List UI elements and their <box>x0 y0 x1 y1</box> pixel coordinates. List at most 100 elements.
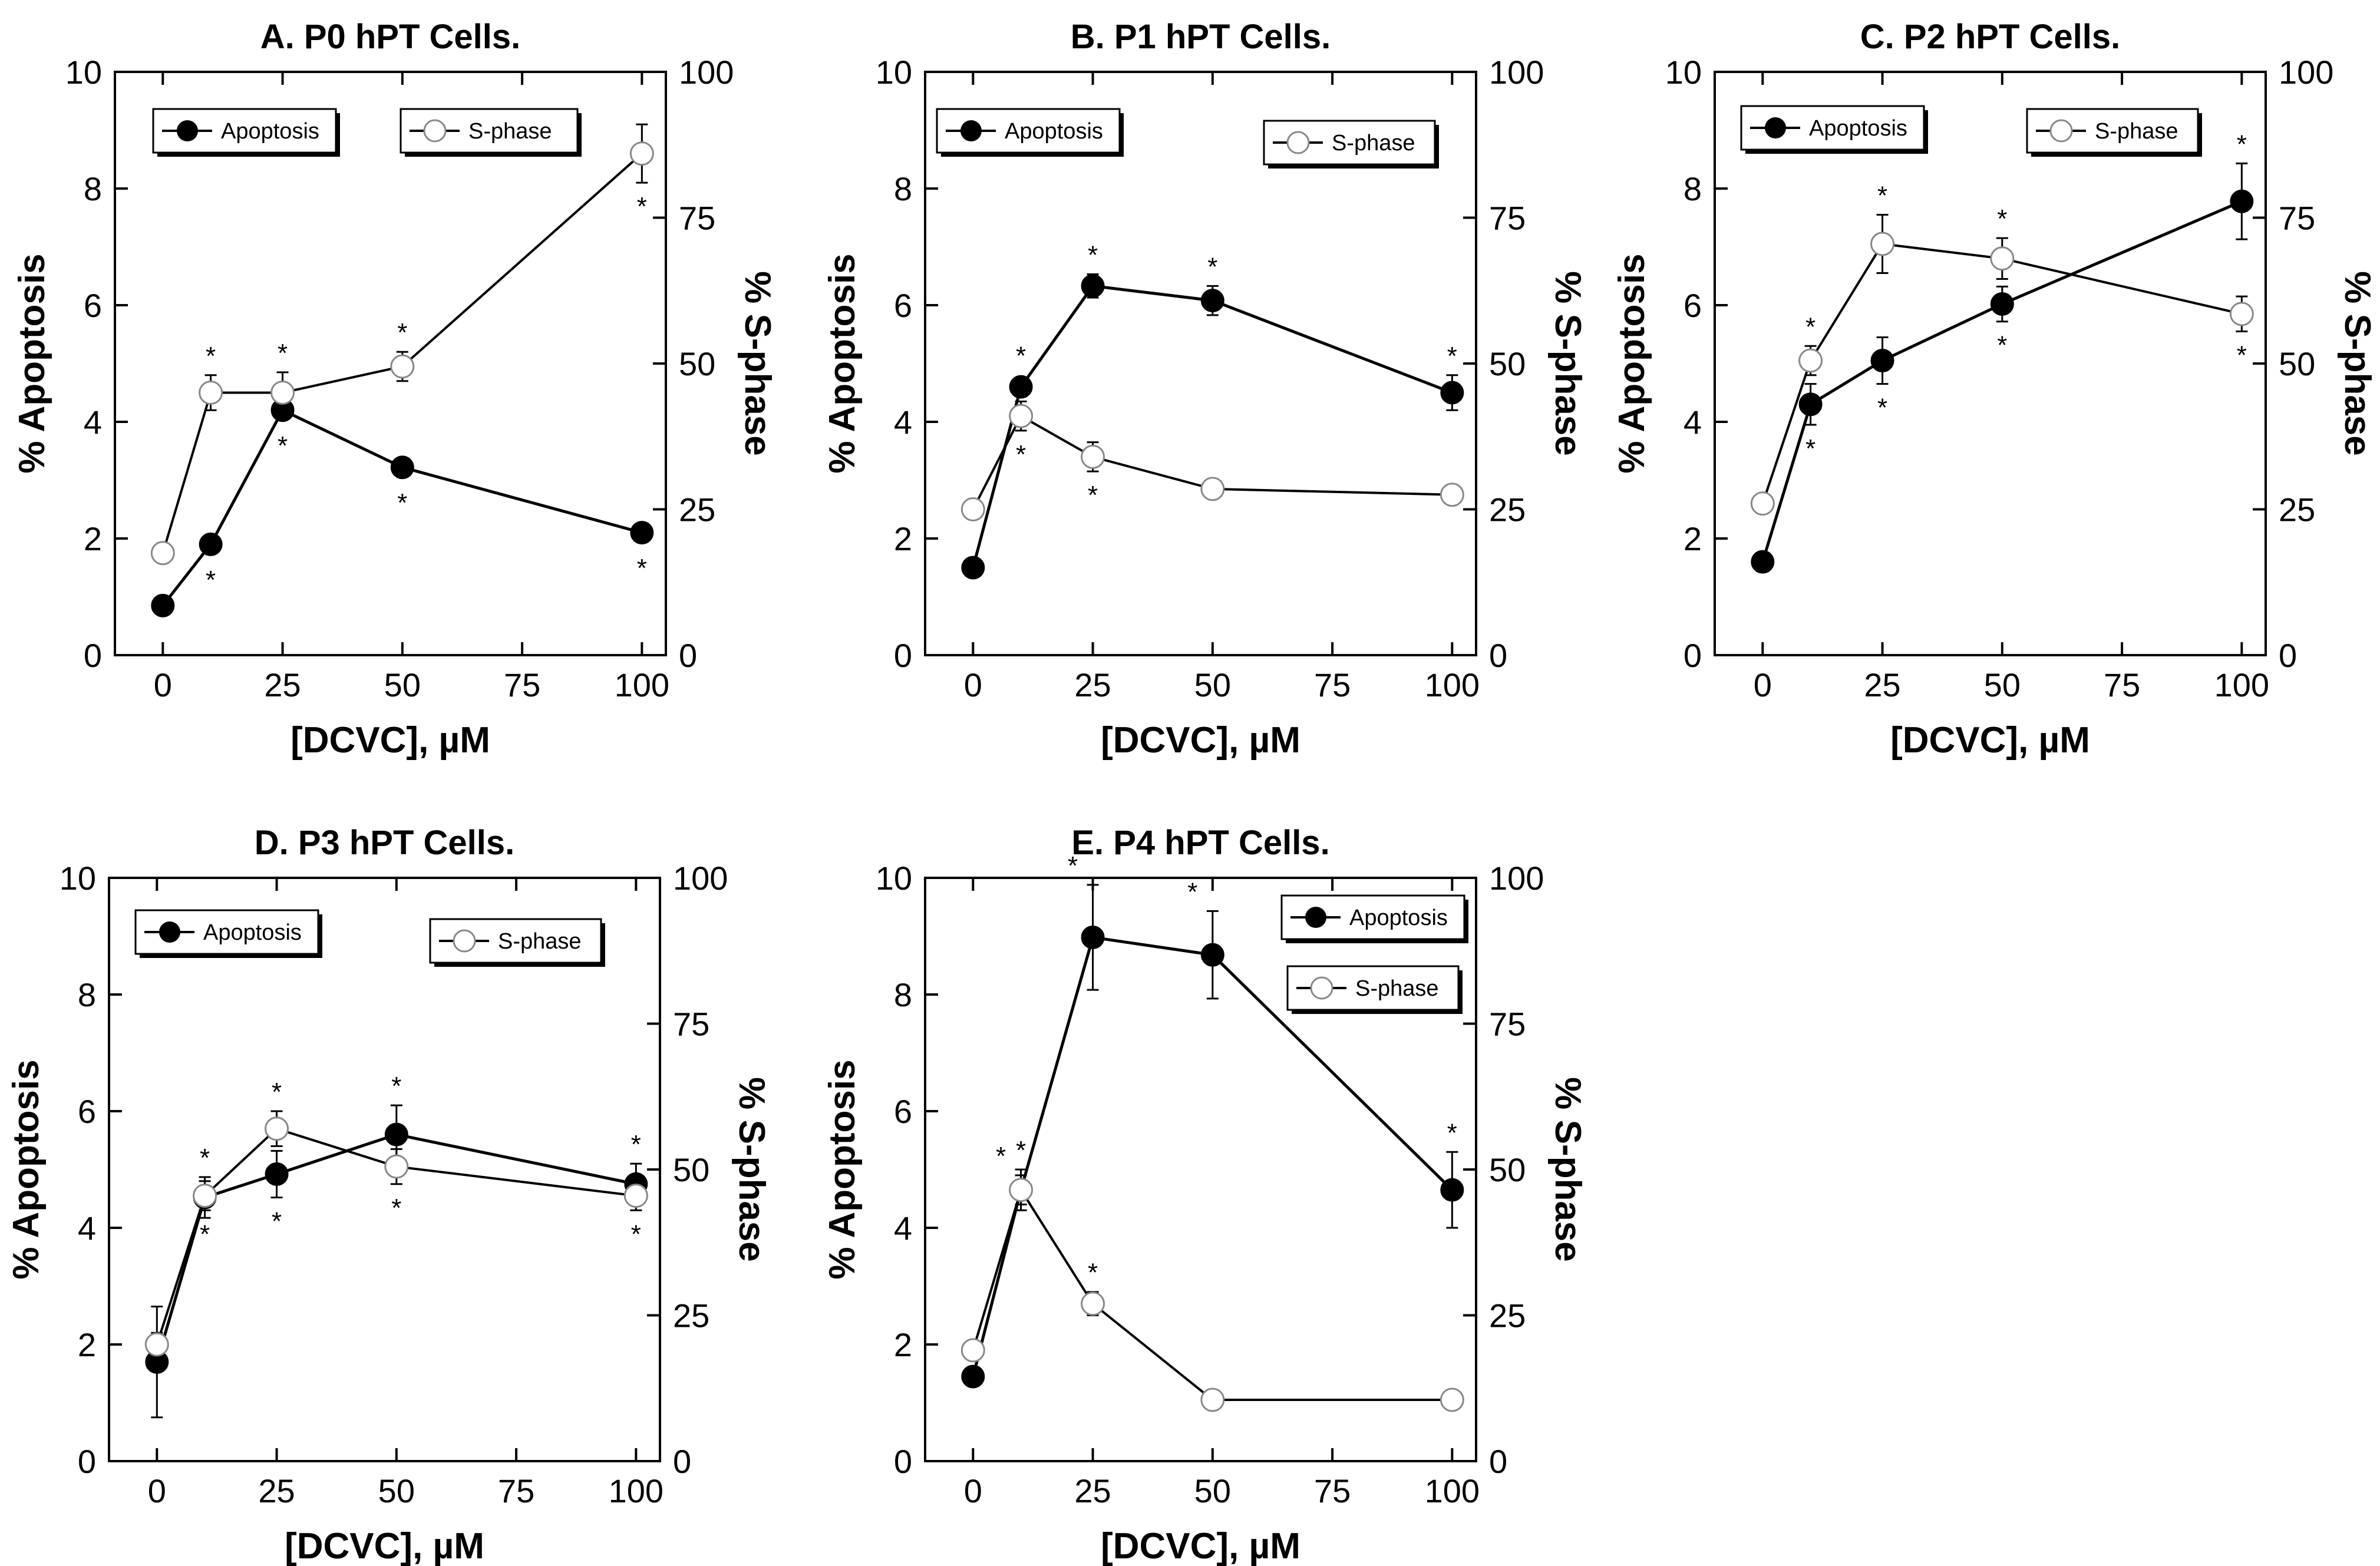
data-point <box>960 497 985 521</box>
y-tick-label: 6 <box>894 287 912 324</box>
data-point <box>961 556 985 580</box>
data-point <box>384 1154 409 1179</box>
series-line <box>971 284 1453 569</box>
legend-label: S-phase <box>1332 131 1415 156</box>
chart-panel-3: D. P3 hPT Cells.0 25 50 75 10002468100255075… <box>6 824 772 1566</box>
data-point <box>1440 381 1464 405</box>
chart-title: A. P0 hPT Cells. <box>260 18 521 56</box>
legend-marker <box>1305 907 1326 928</box>
significance-star: * <box>200 1220 210 1248</box>
data-point <box>961 1365 985 1389</box>
x-tick-label: 50 <box>1984 666 2021 703</box>
legend-label: Apoptosis <box>1005 119 1103 144</box>
x-tick-label: 0 <box>1754 666 1772 703</box>
x-axis-label: [DCVC], µM <box>1101 720 1300 761</box>
y2-tick-label: 75 <box>2279 200 2315 237</box>
significance-star: * <box>1016 440 1026 469</box>
series-apoptosis: **** <box>151 398 654 617</box>
x-tick-label: 75 <box>2104 666 2140 703</box>
data-point <box>144 1332 169 1357</box>
series-apoptosis: * * * * <box>961 240 1464 580</box>
data-point <box>151 593 175 617</box>
x-tick-label: 100 <box>2214 666 2269 703</box>
significance-star: * <box>1207 252 1217 281</box>
y2-tick-label: 0 <box>2279 637 2297 674</box>
legend-marker <box>423 119 447 143</box>
y2-tick-label: 100 <box>2279 54 2333 91</box>
significance-star: * <box>1447 1118 1457 1147</box>
legend-marker <box>2049 119 2073 143</box>
x-tick-label: 50 <box>384 666 421 703</box>
legend-s-phase: S-phase <box>1263 120 1439 169</box>
data-point <box>629 141 654 166</box>
chart-title: C. P2 hPT Cells. <box>1860 18 2121 56</box>
significance-star: * <box>631 1220 641 1248</box>
y-tick-label: 8 <box>84 170 102 207</box>
data-point <box>199 381 223 405</box>
significance-star: * <box>1016 1136 1026 1165</box>
y-tick-label: 8 <box>894 170 912 207</box>
data-point <box>1009 1178 1034 1202</box>
series-s-phase: * * * * <box>1750 181 2254 516</box>
data-point <box>1200 943 1224 967</box>
data-point <box>1798 348 1823 373</box>
significance-star: * <box>996 1142 1006 1171</box>
y-tick-label: 2 <box>78 1326 96 1363</box>
series-s-phase: * * * * <box>150 123 654 566</box>
y2-axis-label: % S-phase <box>731 1077 772 1262</box>
x-axis-label: [DCVC], µM <box>1890 720 2090 761</box>
y2-tick-label: 25 <box>1489 1297 1526 1334</box>
data-point <box>1200 289 1224 313</box>
legend-marker <box>1310 976 1333 1000</box>
y-tick-label: 0 <box>1684 637 1702 674</box>
y2-tick-label: 50 <box>679 345 715 382</box>
data-point <box>1081 1291 1105 1316</box>
legend-marker <box>1286 131 1310 154</box>
y-tick-label: 0 <box>84 637 102 674</box>
y-tick-label: 10 <box>876 860 912 897</box>
data-point <box>1440 1178 1464 1202</box>
y2-tick-label: 0 <box>1489 637 1507 674</box>
legend-label: S-phase <box>1355 976 1439 1001</box>
significance-star: * <box>1068 851 1078 880</box>
significance-star: * <box>272 1207 282 1236</box>
significance-star: * <box>200 1144 210 1172</box>
y-axis-label: % Apoptosis <box>822 1059 863 1279</box>
data-point <box>1009 404 1034 428</box>
legend-s-phase: S-phase <box>400 108 582 157</box>
significance-star: * <box>1088 481 1098 510</box>
data-point <box>1440 483 1464 507</box>
data-point <box>1751 550 1775 574</box>
significance-star: * <box>391 1072 401 1101</box>
x-tick-label: 100 <box>1425 1472 1480 1509</box>
significance-star: * <box>637 192 647 221</box>
y2-tick-label: 25 <box>1489 491 1526 528</box>
y-axis-label: % Apoptosis <box>1612 253 1652 473</box>
significance-star: * <box>1805 434 1815 463</box>
x-tick-label: 0 <box>148 1472 166 1509</box>
plot-frame <box>114 71 667 656</box>
y2-axis-label: % S-phase <box>2337 271 2378 456</box>
series-apoptosis: **** <box>1751 130 2254 574</box>
y-tick-label: 0 <box>894 1443 912 1480</box>
data-point <box>1081 274 1105 298</box>
data-point <box>960 1338 985 1363</box>
y-tick-label: 6 <box>894 1093 912 1130</box>
y2-tick-label: 50 <box>673 1151 709 1188</box>
data-point <box>623 1184 648 1208</box>
y-tick-label: 0 <box>894 637 912 674</box>
y-tick-label: 2 <box>1684 520 1702 557</box>
y2-axis-label: % S-phase <box>1547 271 1588 456</box>
y-tick-label: 4 <box>894 1210 912 1247</box>
significance-star: * <box>1016 342 1026 371</box>
significance-star: * <box>206 566 216 594</box>
data-point <box>1870 232 1895 256</box>
legend-apoptosis: Apoptosis <box>1280 894 1468 943</box>
data-point <box>270 381 295 405</box>
significance-star: * <box>397 318 407 347</box>
x-tick-label: 75 <box>1314 666 1351 703</box>
y2-tick-label: 50 <box>1489 1151 1526 1188</box>
y-tick-label: 2 <box>894 1326 912 1363</box>
significance-star: * <box>637 554 647 583</box>
x-tick-label: 100 <box>615 666 669 703</box>
